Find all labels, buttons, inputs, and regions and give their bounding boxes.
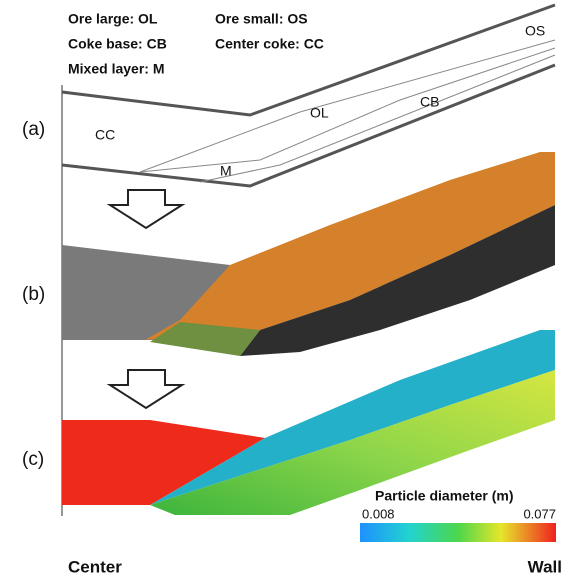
legend-entry: Ore small: OS xyxy=(215,11,308,27)
arrow xyxy=(106,189,186,230)
region-label: M xyxy=(220,163,232,179)
axis-label: Center xyxy=(68,557,122,576)
axis-label: Wall xyxy=(528,557,562,576)
panel-a xyxy=(61,3,556,188)
arrow xyxy=(106,369,186,410)
colorbar-title: Particle diameter (m) xyxy=(375,488,514,504)
legend-entry: Coke base: CB xyxy=(68,36,167,52)
colorbar-max: 0.077 xyxy=(523,506,556,521)
colorbar-min: 0.008 xyxy=(362,506,395,521)
panel-label: (c) xyxy=(22,449,44,470)
legend-entry: Ore large: OL xyxy=(68,11,158,27)
region-label: CB xyxy=(420,94,439,110)
region-label: CC xyxy=(95,127,115,143)
colorbar xyxy=(360,523,556,542)
panel-label: (b) xyxy=(22,284,45,305)
region-label: OS xyxy=(525,23,545,39)
legend: Ore large: OL Ore small: OS Coke base: C… xyxy=(68,11,324,77)
legend-entry: Center coke: CC xyxy=(215,36,324,52)
panel-label: (a) xyxy=(22,119,45,140)
region-label: OL xyxy=(310,105,329,121)
panel-c xyxy=(62,330,555,515)
legend-entry: Mixed layer: M xyxy=(68,61,164,77)
panel-b xyxy=(62,152,555,356)
